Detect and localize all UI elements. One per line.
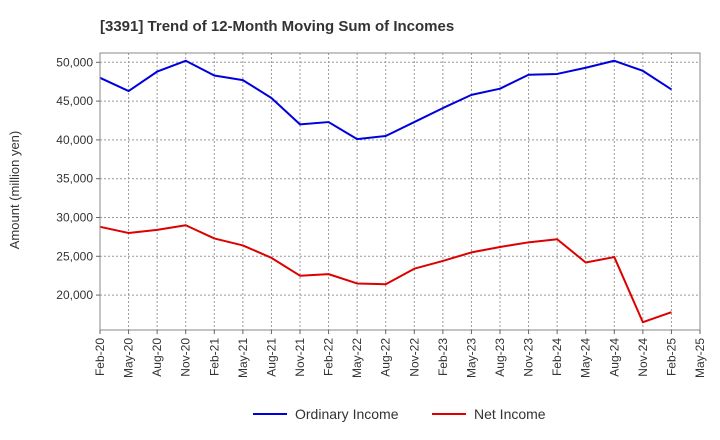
y-tick-label: 45,000	[56, 94, 93, 108]
y-tick-label: 30,000	[56, 210, 93, 224]
x-tick-label: May-23	[464, 338, 478, 378]
legend: Ordinary Income Net Income	[253, 406, 546, 422]
grid	[99, 53, 701, 330]
x-tick-label: May-20	[122, 338, 136, 378]
y-tick-label: 20,000	[56, 288, 93, 302]
x-tick-label: May-25	[693, 338, 707, 378]
x-tick-label: Aug-22	[379, 338, 393, 377]
x-tick-label: Nov-24	[636, 338, 650, 377]
y-tick-label: 35,000	[56, 172, 93, 186]
x-tick-label: May-21	[236, 338, 250, 378]
chart-title: [3391] Trend of 12-Month Moving Sum of I…	[100, 18, 454, 35]
x-tick-label: Nov-21	[293, 338, 307, 377]
x-tick-label: May-24	[579, 338, 593, 378]
x-tick-label: Aug-23	[493, 338, 507, 377]
legend-label: Net Income	[474, 406, 546, 422]
x-tick-label: Aug-20	[150, 338, 164, 377]
x-tick-label: Feb-22	[322, 338, 336, 376]
x-ticks: Feb-20 May-20 Aug-20 Nov-20 Feb-21 May-21 Aug-…	[93, 330, 707, 378]
legend-label: Ordinary Income	[295, 406, 399, 422]
y-axis-label: Amount (million yen)	[7, 131, 22, 250]
x-tick-label: Nov-20	[179, 338, 193, 377]
y-ticks: 20,000 25,000 30,000 35,000 40,000 45,000 50,0…	[56, 55, 100, 302]
x-tick-label: Feb-21	[207, 338, 221, 376]
x-tick-label: Feb-20	[93, 338, 107, 376]
x-tick-label: Feb-25	[664, 338, 678, 376]
x-tick-label: May-22	[350, 338, 364, 378]
series-line-net-income	[99, 224, 672, 324]
series-line-ordinary-income	[99, 59, 672, 141]
y-tick-label: 25,000	[56, 249, 93, 263]
x-tick-label: Aug-21	[264, 338, 278, 377]
y-tick-label: 50,000	[56, 55, 93, 69]
y-tick-label: 40,000	[56, 133, 93, 147]
x-tick-label: Nov-22	[407, 338, 421, 377]
series-layer	[99, 59, 672, 324]
x-tick-label: Feb-23	[436, 338, 450, 376]
x-tick-label: Aug-24	[607, 338, 621, 377]
plot-frame	[99, 52, 701, 331]
x-tick-label: Feb-24	[550, 338, 564, 376]
x-tick-label: Nov-23	[522, 338, 536, 377]
